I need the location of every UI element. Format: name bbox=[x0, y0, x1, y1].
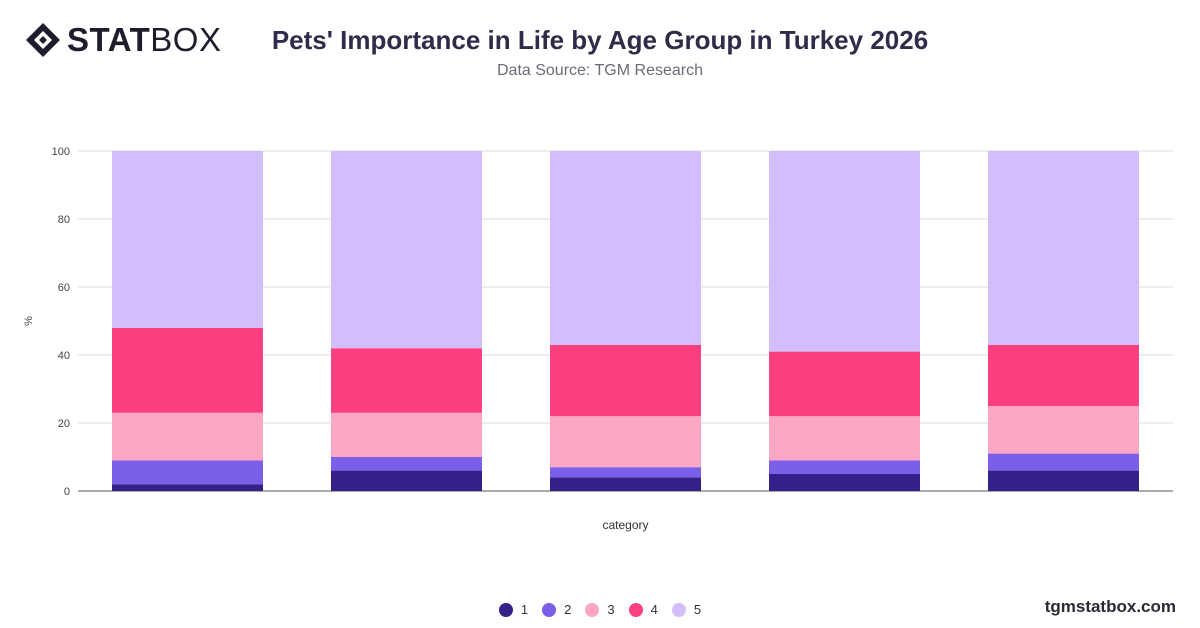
bar-segment-series-1 bbox=[550, 477, 701, 491]
bar-segment-series-3 bbox=[988, 406, 1139, 454]
bar-segment-series-2 bbox=[331, 457, 482, 471]
bar-segment-series-1 bbox=[769, 474, 920, 491]
bar-segment-series-4 bbox=[550, 344, 701, 417]
legend-swatch bbox=[542, 602, 557, 617]
bar-segment-series-5 bbox=[769, 151, 920, 352]
bar-segment-series-4 bbox=[112, 327, 263, 413]
legend-label: 3 bbox=[607, 602, 615, 617]
legend-item-1[interactable]: 1 bbox=[498, 602, 529, 617]
legend-swatch bbox=[498, 602, 513, 617]
bar-segment-series-3 bbox=[550, 416, 701, 468]
bar-segment-series-5 bbox=[112, 151, 263, 328]
bar-segment-series-1 bbox=[331, 470, 482, 491]
y-axis-label: % bbox=[23, 316, 35, 326]
chart-legend: 1 2 3 4 5 bbox=[0, 602, 1200, 617]
y-tick-label: 40 bbox=[58, 350, 70, 362]
legend-item-2[interactable]: 2 bbox=[542, 602, 571, 617]
y-tick-label: 0 bbox=[64, 486, 70, 498]
bar-segment-series-2 bbox=[769, 460, 920, 474]
logo-wordmark: STATBOX bbox=[67, 22, 221, 58]
legend-item-3[interactable]: 3 bbox=[585, 602, 615, 617]
logo-bold-text: STAT bbox=[67, 21, 151, 58]
legend-label: 4 bbox=[650, 602, 658, 617]
bar-segment-series-3 bbox=[112, 412, 263, 461]
bar-segment-series-3 bbox=[331, 412, 482, 457]
stacked-bar-chart: 0 20 40 60 80 100% category bbox=[23, 146, 1173, 532]
legend-label: 1 bbox=[520, 602, 529, 617]
y-tick-label: 100 bbox=[52, 146, 70, 158]
legend-swatch bbox=[628, 602, 643, 617]
bar-segment-series-5 bbox=[988, 151, 1139, 345]
chart-subtitle: Data Source: TGM Research bbox=[496, 62, 703, 79]
logo-light-text: BOX bbox=[150, 21, 222, 58]
legend-swatch bbox=[585, 602, 600, 617]
y-tick-label: 20 bbox=[58, 418, 70, 430]
x-axis-label: category bbox=[602, 518, 648, 532]
bar-segment-series-3 bbox=[769, 416, 920, 461]
bar-segment-series-2 bbox=[112, 460, 263, 485]
legend-item-4[interactable]: 4 bbox=[628, 602, 658, 617]
chart-title: Pets' Importance in Life by Age Group in… bbox=[271, 25, 929, 55]
bar-segment-series-1 bbox=[988, 470, 1139, 491]
y-tick-label: 80 bbox=[58, 214, 70, 226]
legend-swatch bbox=[671, 602, 686, 617]
bar-segment-series-2 bbox=[550, 467, 701, 478]
y-tick-label: 60 bbox=[58, 282, 70, 294]
statbox-logo: STATBOX bbox=[25, 22, 221, 58]
bar-segment-series-4 bbox=[988, 344, 1139, 406]
bar-segment-series-1 bbox=[112, 484, 263, 491]
bar-segment-series-2 bbox=[988, 453, 1139, 471]
legend-item-5[interactable]: 5 bbox=[671, 602, 702, 617]
bar-segment-series-4 bbox=[769, 351, 920, 417]
legend-label: 2 bbox=[564, 602, 572, 617]
bar-segment-series-5 bbox=[550, 151, 701, 345]
bar-segment-series-5 bbox=[331, 151, 482, 349]
bar-segment-series-4 bbox=[331, 348, 482, 413]
legend-label: 5 bbox=[693, 602, 702, 617]
watermark: tgmstatbox.com bbox=[1044, 597, 1176, 616]
diamond-logo-icon bbox=[26, 23, 60, 57]
